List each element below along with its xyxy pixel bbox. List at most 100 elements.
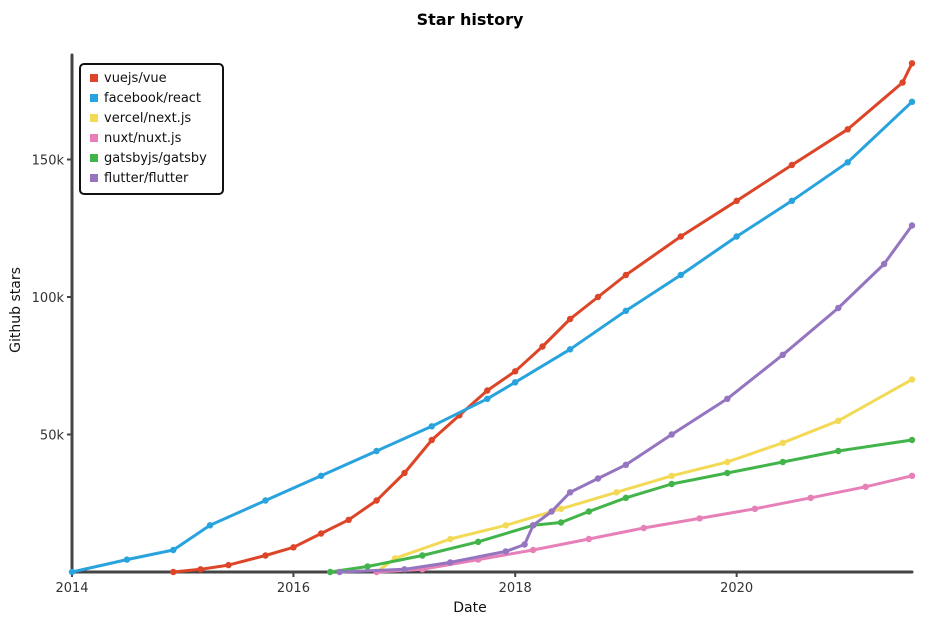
x-axis-label: Date xyxy=(453,600,486,616)
series-facebook-react xyxy=(68,98,916,576)
data-point xyxy=(566,315,574,323)
y-axis-label: Github stars xyxy=(8,267,24,353)
data-point xyxy=(521,541,528,548)
data-point xyxy=(899,79,906,86)
data-point xyxy=(428,436,435,444)
data-point xyxy=(548,508,555,515)
data-point xyxy=(262,552,269,559)
data-point xyxy=(512,368,519,375)
data-point xyxy=(622,494,630,501)
y-tick-label: 50k xyxy=(40,429,65,444)
series-nuxt-nuxt-js xyxy=(373,472,916,576)
data-point xyxy=(908,60,916,67)
data-point xyxy=(447,559,454,566)
data-point xyxy=(373,447,380,455)
data-point xyxy=(908,436,916,444)
data-point xyxy=(733,197,740,204)
data-point xyxy=(484,395,491,402)
data-point xyxy=(622,271,630,279)
data-point xyxy=(512,379,519,386)
data-point xyxy=(751,505,759,512)
legend-label-facebook-react: facebook/react xyxy=(104,91,201,106)
data-point xyxy=(197,566,204,573)
data-point xyxy=(170,546,177,554)
legend-label-flutter-flutter: flutter/flutter xyxy=(104,171,189,186)
axes-layer: 2014 2016 2018 2020 50k 100k 150k xyxy=(32,53,914,596)
legend-label-gatsbyjs-gatsby: gatsbyjs/gatsby xyxy=(104,151,207,166)
data-point xyxy=(484,387,491,394)
legend-swatch-gatsbyjs-gatsby xyxy=(90,154,98,162)
series-line-flutter-flutter xyxy=(338,224,914,574)
data-point xyxy=(668,431,675,438)
data-point xyxy=(908,98,916,106)
y-tick-label: 150k xyxy=(32,154,65,169)
data-point xyxy=(345,516,352,523)
data-point xyxy=(419,552,426,559)
data-point xyxy=(908,376,916,383)
legend-label-vuejs-vue: vuejs/vue xyxy=(104,71,167,86)
data-point xyxy=(613,489,620,496)
data-point xyxy=(290,544,297,551)
data-point xyxy=(835,447,842,455)
data-point xyxy=(557,519,565,526)
legend-swatch-vuejs-vue xyxy=(90,74,98,82)
data-point xyxy=(225,561,232,569)
data-point xyxy=(677,271,684,279)
data-point xyxy=(566,346,574,353)
legend-label-nuxt-nuxt-js: nuxt/nuxt.js xyxy=(104,131,182,146)
data-point xyxy=(529,546,537,554)
data-point xyxy=(724,458,731,466)
data-point xyxy=(447,535,454,543)
data-point xyxy=(566,489,574,496)
data-point xyxy=(622,461,630,468)
data-point xyxy=(585,535,593,543)
chart-title: Star history xyxy=(417,10,524,29)
data-point xyxy=(677,233,684,240)
data-point xyxy=(779,351,786,358)
data-point xyxy=(835,304,842,312)
x-tick-label: 2020 xyxy=(720,581,753,596)
data-point xyxy=(373,497,380,504)
data-point xyxy=(844,126,851,133)
series-line-vuejs-vue xyxy=(171,61,914,574)
series-layer xyxy=(68,60,916,576)
data-point xyxy=(502,548,509,555)
legend-swatch-vercel-next-js xyxy=(90,114,98,122)
data-point xyxy=(724,469,731,477)
data-point xyxy=(733,233,740,240)
data-point xyxy=(502,522,509,529)
data-point xyxy=(862,483,869,490)
data-point xyxy=(908,472,916,479)
data-point xyxy=(788,161,796,169)
data-point xyxy=(594,293,602,301)
data-point xyxy=(327,568,334,576)
x-tick-label: 2016 xyxy=(277,581,310,596)
data-point xyxy=(206,522,214,529)
legend: vuejs/vue facebook/react vercel/next.js nux… xyxy=(79,63,224,195)
data-point xyxy=(788,197,796,204)
data-point xyxy=(724,395,731,402)
data-point xyxy=(557,505,565,512)
data-point xyxy=(68,568,76,576)
data-point xyxy=(640,524,647,532)
series-line-vercel-next-js xyxy=(375,378,914,574)
series-gatsbyjs-gatsby xyxy=(327,436,916,576)
data-point xyxy=(428,423,435,430)
x-tick-label: 2014 xyxy=(55,581,88,596)
data-point xyxy=(807,494,814,501)
data-point xyxy=(668,480,675,488)
legend-swatch-flutter-flutter xyxy=(90,174,98,182)
data-point xyxy=(622,307,630,314)
data-point xyxy=(262,497,269,504)
data-point xyxy=(475,538,482,545)
data-point xyxy=(401,566,408,573)
series-line-gatsbyjs-gatsby xyxy=(328,438,914,574)
legend-swatch-facebook-react xyxy=(90,94,98,102)
data-point xyxy=(585,508,593,515)
series-vercel-next-js xyxy=(373,376,916,576)
data-point xyxy=(668,472,675,479)
data-point xyxy=(779,439,786,446)
data-point xyxy=(529,522,537,529)
data-point xyxy=(364,563,371,570)
